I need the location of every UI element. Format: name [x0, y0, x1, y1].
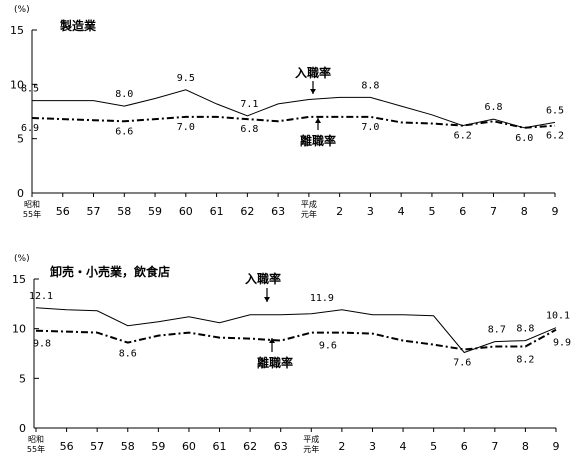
x-tick-label: 4	[400, 440, 407, 453]
inflow-arrowhead	[264, 297, 270, 302]
value-label: 10.1	[546, 311, 570, 322]
x-tick-label: 3	[367, 205, 374, 218]
x-tick-label: 昭和 55年	[27, 435, 45, 454]
value-label: 6.2	[454, 131, 472, 142]
inflow-rate-line	[32, 89, 556, 129]
x-tick-label: 6	[461, 440, 468, 453]
x-tick-label: 56	[56, 205, 70, 218]
outflow-rate-line	[35, 328, 557, 351]
value-label: 8.2	[516, 355, 534, 366]
x-tick-label: 8	[522, 440, 529, 453]
y-tick-label: 0	[17, 187, 24, 200]
y-unit-label: (%)	[14, 5, 30, 15]
value-label: 6.2	[546, 131, 564, 142]
x-tick-label: 昭和 55年	[23, 200, 41, 219]
x-tick-label: 3	[369, 440, 376, 453]
chart-title: 卸売・小売業，飲食店	[50, 264, 170, 279]
value-label: 8.0	[115, 89, 133, 100]
value-label: 8.8	[361, 80, 379, 91]
inflow-rate-line	[35, 307, 557, 354]
value-label: 7.6	[453, 358, 471, 369]
x-tick-label: 9	[552, 205, 559, 218]
x-tick-label: 60	[179, 205, 193, 218]
x-tick-label: 61	[213, 440, 227, 453]
value-label: 7.0	[177, 122, 195, 133]
y-tick-label: 15	[10, 24, 24, 37]
x-tick-label: 59	[148, 205, 162, 218]
x-tick-label: 7	[491, 440, 498, 453]
y-unit-label: (%)	[14, 254, 30, 264]
x-tick-label: 58	[121, 440, 135, 453]
x-tick-label: 平成元年	[301, 199, 317, 219]
x-tick-label: 4	[398, 205, 405, 218]
x-tick-label: 56	[60, 440, 74, 453]
value-label: 9.6	[319, 341, 337, 352]
outflow-arrowhead	[269, 338, 275, 343]
x-tick-label: 5	[430, 440, 437, 453]
x-tick-label: 6	[459, 205, 466, 218]
x-tick-label: 2	[336, 205, 343, 218]
x-tick-label: 63	[274, 440, 288, 453]
value-label: 6.0	[515, 133, 533, 144]
value-label: 6.9	[21, 123, 39, 134]
value-label: 6.8	[484, 102, 502, 113]
y-tick-label: 5	[19, 372, 26, 385]
x-tick-label: 57	[87, 205, 101, 218]
x-tick-label: 5	[428, 205, 435, 218]
value-label: 6.5	[546, 105, 564, 116]
x-tick-label: 62	[243, 440, 257, 453]
x-tick-label: 63	[271, 205, 285, 218]
x-tick-label: 62	[240, 205, 254, 218]
y-tick-label: 15	[12, 273, 26, 286]
outflow-rate-line	[31, 115, 556, 129]
x-tick-label: 9	[553, 440, 560, 453]
x-tick-label: 2	[338, 440, 345, 453]
value-label: 12.1	[29, 291, 53, 302]
x-tick-label: 57	[90, 440, 104, 453]
inflow-annotation: 入職率	[245, 271, 281, 286]
value-label: 6.6	[115, 126, 133, 137]
x-tick-label: 7	[490, 205, 497, 218]
outflow-annotation: 離職率	[300, 133, 336, 148]
value-label: 6.8	[240, 124, 258, 135]
outflow-arrowhead	[315, 118, 321, 123]
x-tick-label: 8	[521, 205, 528, 218]
value-label: 8.8	[516, 324, 534, 335]
x-tick-label: 60	[182, 440, 196, 453]
value-label: 11.9	[310, 293, 334, 304]
outflow-annotation: 離職率	[257, 355, 293, 370]
value-label: 7.1	[240, 99, 258, 110]
y-tick-label: 5	[17, 133, 24, 146]
inflow-annotation: 入職率	[295, 65, 331, 80]
chart-title: 製造業	[59, 18, 97, 33]
value-label: 9.8	[33, 339, 51, 350]
value-label: 8.5	[21, 84, 39, 95]
value-label: 8.7	[488, 325, 506, 336]
value-label: 8.6	[119, 349, 137, 360]
x-tick-label: 58	[117, 205, 131, 218]
x-tick-label: 平成元年	[303, 434, 319, 454]
value-label: 9.9	[553, 338, 571, 349]
x-tick-label: 59	[151, 440, 165, 453]
value-label: 7.0	[361, 122, 379, 133]
x-tick-label: 61	[210, 205, 224, 218]
inflow-arrowhead	[310, 89, 316, 94]
y-tick-label: 10	[10, 78, 24, 91]
value-label: 9.5	[177, 73, 195, 84]
y-tick-label: 10	[12, 323, 26, 336]
y-tick-label: 0	[19, 422, 26, 435]
